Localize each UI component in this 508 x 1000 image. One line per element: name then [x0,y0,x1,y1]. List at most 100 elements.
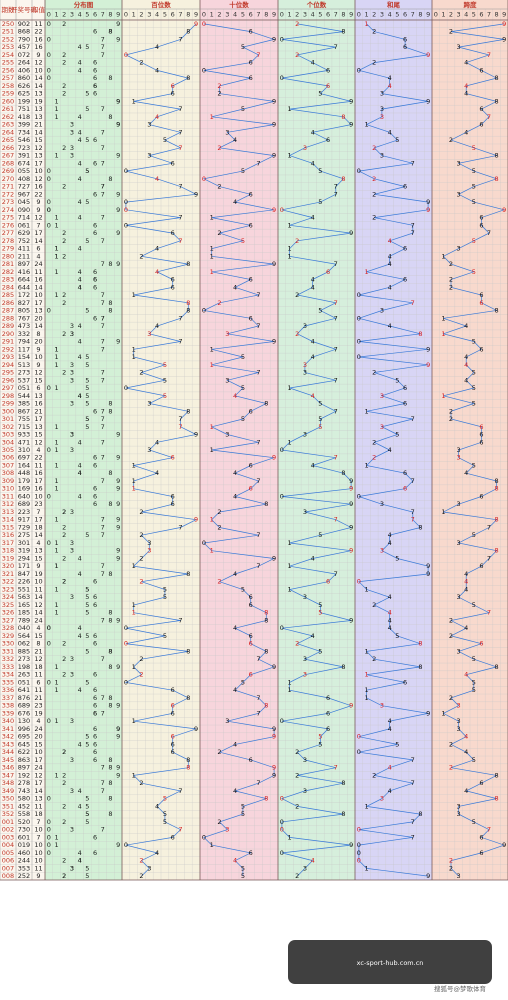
trend-digit: 2 [295,748,299,756]
trend-digit: 3 [303,508,307,516]
distribution-digit: 2 [62,252,66,260]
digit-header: 5 [163,11,167,19]
draw-number: 165 [18,601,30,609]
trend-digit: 9 [349,477,353,485]
section-header: 个位数 [306,0,327,9]
distribution-digit: 9 [116,477,120,485]
trend-digit: 3 [457,717,461,725]
draw-number: 730 [18,826,30,834]
sum: 11 [34,268,42,276]
trend-digit: 0 [124,198,128,206]
trend-digit: 7 [178,105,182,113]
section-header: 和尾 [386,0,401,9]
trend-digit: 5 [163,810,167,818]
sum: 11 [34,864,42,872]
distribution-digit: 1 [54,461,58,469]
sum: 12 [34,438,42,446]
distribution-digit: 5 [85,733,89,741]
draw-number: 226 [18,578,30,586]
period: 255 [2,59,14,67]
trend-digit: 4 [311,461,315,469]
draw-number: 876 [18,694,30,702]
distribution-digit: 6 [93,833,97,841]
draw-number: 564 [18,632,30,640]
draw-number: 563 [18,593,30,601]
trend-digit: 9 [426,206,430,214]
sum: 15 [34,431,42,439]
trend-digit: 9 [194,431,198,439]
trend-digit: 7 [487,609,491,617]
trend-digit: 2 [139,872,143,880]
trend-digit: 7 [256,291,260,299]
trend-digit: 5 [163,376,167,384]
trend-digit: 4 [233,136,237,144]
distribution-digit: 9 [116,121,120,129]
trend-digit: 2 [217,144,221,152]
sum: 13 [34,105,42,113]
trend-digit: 4 [464,469,468,477]
trend-digit: 8 [341,663,345,671]
distribution-digit: 7 [101,369,105,377]
period: 002 [2,826,14,834]
trend-digit: 8 [418,810,422,818]
trend-digit: 4 [388,539,392,547]
period: 254 [2,51,14,59]
trend-digit: 2 [139,252,143,260]
trend-digit: 1 [364,864,368,872]
distribution-digit: 5 [85,415,89,423]
draw-number: 198 [18,663,30,671]
draw-number: 448 [18,469,30,477]
distribution-digit: 4 [78,849,82,857]
trend-digit: 0 [357,167,361,175]
sum: 12 [34,214,42,222]
draw-number: 626 [18,82,30,90]
trend-digit: 0 [280,818,284,826]
trend-digit: 9 [426,872,430,880]
sum: 8 [36,640,40,648]
trend-digit: 0 [280,795,284,803]
period: 341 [2,725,14,733]
period: 251 [2,28,14,36]
sum: 10 [34,291,42,299]
sum: 24 [34,260,42,268]
trend-digit: 2 [449,407,453,415]
period: 279 [2,245,14,253]
trend-digit: 0 [202,833,206,841]
trend-digit: 5 [472,198,476,206]
distribution-digit: 7 [101,43,105,51]
trend-digit: 2 [372,214,376,222]
trend-digit: 9 [426,97,430,105]
draw-number: 917 [18,516,30,524]
draw-number: 755 [18,415,30,423]
trend-digit: 8 [495,516,499,524]
distribution-digit: 5 [85,531,89,539]
draw-number: 452 [18,802,30,810]
distribution-digit: 6 [93,748,97,756]
distribution-digit: 7 [101,183,105,191]
sum: 13 [34,423,42,431]
trend-digit: 9 [349,547,353,555]
period: 338 [2,702,14,710]
trend-digit: 2 [295,802,299,810]
distribution-digit: 7 [101,144,105,152]
trend-digit: 6 [479,562,483,570]
distribution-digit: 1 [54,601,58,609]
trend-digit: 3 [147,330,151,338]
trend-digit: 7 [256,709,260,717]
distribution-digit: 4 [78,353,82,361]
trend-digit: 1 [210,446,214,454]
period: 323 [2,585,14,593]
distribution-digit: 6 [93,159,97,167]
trend-digit: 7 [178,237,182,245]
distribution-digit: 2 [62,779,66,787]
distribution-digit: 6 [93,702,97,710]
period: 260 [2,97,14,105]
trend-digit: 1 [441,314,445,322]
trend-digit: 4 [464,578,468,586]
digit-header: 9 [426,11,430,19]
trend-digit: 3 [457,446,461,454]
sum: 16 [34,469,42,477]
distribution-digit: 4 [78,554,82,562]
sum: 17 [34,779,42,787]
trend-digit: 2 [449,694,453,702]
